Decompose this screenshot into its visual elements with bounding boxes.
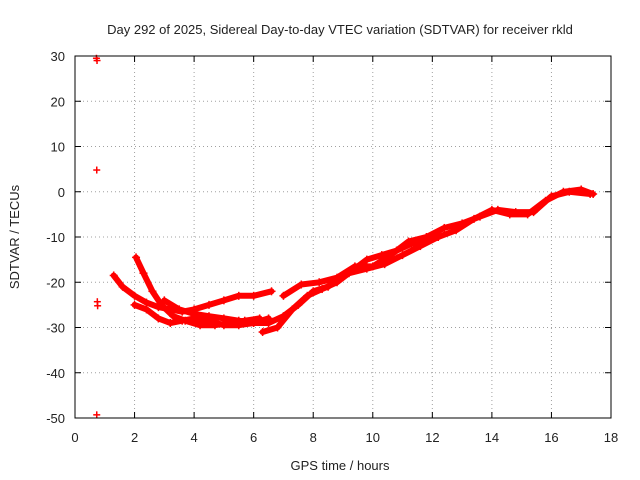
data-point-marker	[264, 318, 273, 327]
data-point-marker	[541, 196, 550, 205]
grid-layer	[75, 56, 611, 418]
data-point-marker	[589, 190, 598, 199]
data-point-marker	[93, 166, 101, 174]
x-axis-label: GPS time / hours	[291, 458, 390, 473]
data-point-marker	[142, 298, 151, 307]
data-point-marker	[142, 305, 151, 314]
data-point-marker	[577, 185, 586, 194]
data-point-marker	[303, 291, 312, 300]
x-tick-label: 16	[544, 430, 558, 445]
x-tick-label: 12	[425, 430, 439, 445]
data-point-marker	[258, 328, 267, 337]
data-point-marker	[94, 302, 102, 310]
y-tick-label: -20	[46, 275, 65, 290]
data-point-marker	[288, 305, 297, 314]
data-point-marker	[219, 314, 228, 323]
data-point-marker	[273, 323, 282, 332]
data-point-marker	[190, 309, 199, 318]
data-point-marker	[505, 210, 514, 219]
x-tick-label: 18	[604, 430, 618, 445]
data-point-marker	[130, 300, 139, 309]
data-point-marker	[416, 242, 425, 251]
x-tick-label: 4	[190, 430, 197, 445]
data-point-marker	[139, 269, 148, 278]
data-point-marker	[93, 411, 101, 419]
data-point-marker	[118, 282, 127, 291]
data-point-marker	[422, 233, 431, 241]
data-point-marker	[205, 312, 213, 321]
data-point-marker	[130, 291, 139, 300]
data-point-marker	[196, 321, 205, 330]
y-tick-label: 30	[51, 49, 65, 64]
data-point-marker	[279, 291, 288, 300]
y-tick-label: 0	[58, 185, 65, 200]
data-point-marker	[559, 187, 568, 196]
data-point-marker	[362, 264, 371, 273]
y-tick-label: 20	[51, 94, 65, 109]
series-track-g	[328, 186, 597, 286]
data-point-marker	[267, 287, 276, 296]
data-point-marker	[169, 312, 178, 321]
x-tick-label: 14	[485, 430, 499, 445]
data-point-marker	[380, 260, 389, 269]
data-point-marker	[249, 318, 258, 327]
y-tick-label: -30	[46, 321, 65, 336]
data-point-marker	[470, 214, 479, 223]
data-point-marker	[160, 296, 169, 305]
data-point-marker	[398, 251, 407, 260]
y-tick-label: -50	[46, 411, 65, 426]
y-tick-label: -40	[46, 366, 65, 381]
data-point-marker	[181, 316, 190, 325]
data-point-marker	[344, 269, 353, 278]
x-tick-label: 10	[366, 430, 380, 445]
y-axis-label: SDTVAR / TECUs	[7, 184, 22, 289]
tick-layer: 0 2 4 6 8 10 12 14 16 18 -50 -40 -30 -20 -10 0 10 20 30	[46, 49, 618, 445]
data-point-marker	[249, 291, 258, 300]
data-point-marker	[440, 223, 449, 232]
data-point-marker	[219, 296, 228, 305]
data-point-marker	[327, 278, 336, 287]
data-point-marker	[109, 271, 118, 280]
data-point-marker	[175, 305, 184, 314]
data-point-marker	[318, 285, 327, 294]
data-point-marker	[234, 291, 243, 300]
data-point-marker	[404, 237, 413, 246]
data-point-marker	[315, 278, 324, 287]
data-point-marker	[154, 314, 163, 323]
x-tick-label: 6	[250, 430, 257, 445]
data-point-marker	[487, 205, 496, 214]
y-tick-label: 10	[51, 140, 65, 155]
y-tick-label: -10	[46, 230, 65, 245]
data-point-marker	[157, 300, 166, 309]
data-point-marker	[234, 316, 243, 325]
x-tick-label: 2	[131, 430, 138, 445]
data-layer	[92, 54, 598, 419]
data-point-marker	[362, 255, 371, 264]
data-point-marker	[210, 321, 219, 330]
data-point-marker	[523, 210, 532, 219]
data-point-marker	[205, 300, 213, 309]
chart-title: Day 292 of 2025, Sidereal Day-to-day VTE…	[107, 22, 573, 37]
data-point-marker	[166, 318, 175, 327]
data-point-marker	[452, 226, 461, 235]
data-point-marker	[434, 233, 443, 241]
x-tick-label: 0	[71, 430, 78, 445]
data-point-marker	[148, 287, 157, 296]
data-point-marker	[132, 253, 141, 262]
data-point-marker	[93, 57, 101, 65]
data-point-marker	[297, 280, 306, 289]
x-tick-label: 8	[310, 430, 317, 445]
